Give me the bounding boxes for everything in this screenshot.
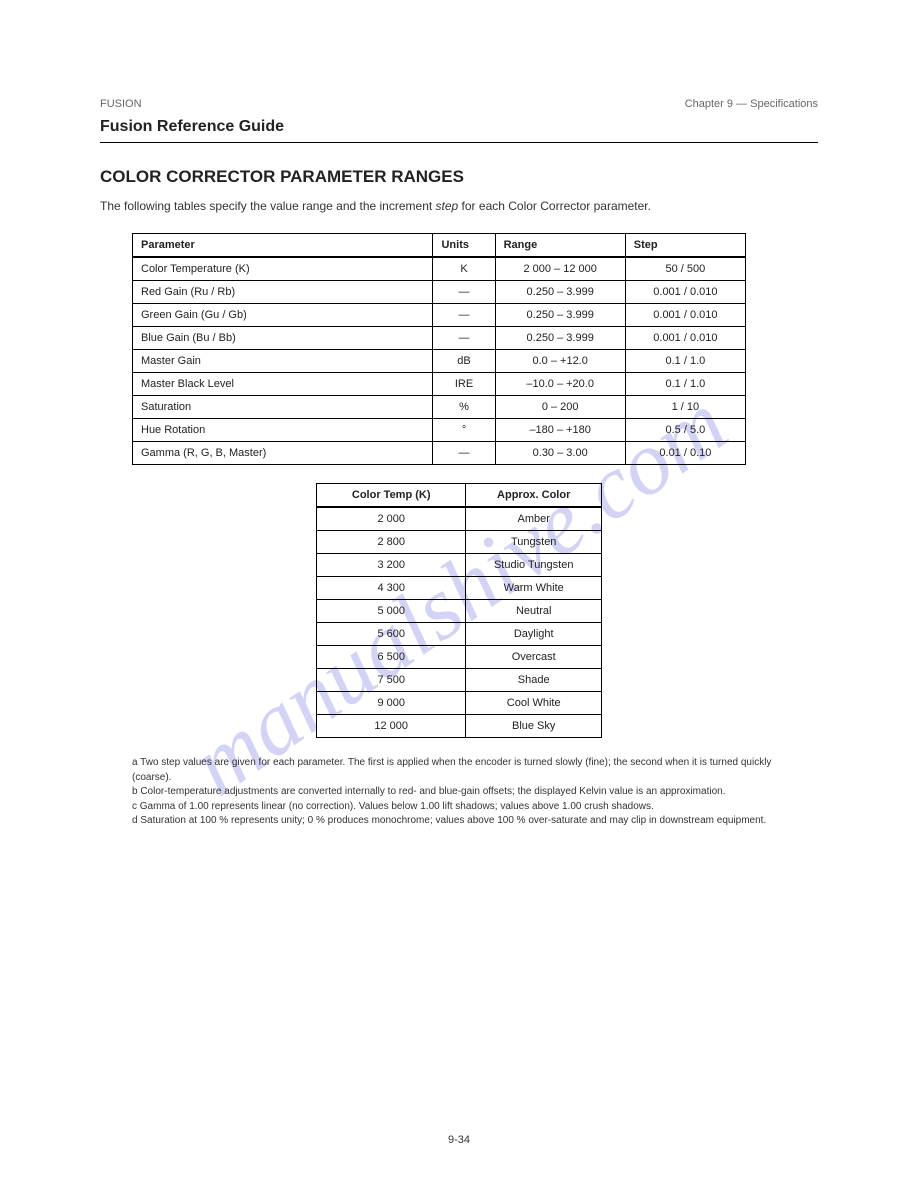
cell: Blue Sky xyxy=(466,715,602,738)
doc-title: Fusion Reference Guide xyxy=(100,118,818,136)
cell: 0.0 – +12.0 xyxy=(495,350,625,373)
table-row: 3 200Studio Tungsten xyxy=(317,554,602,577)
cell: 0.01 / 0.10 xyxy=(625,442,745,465)
table-row: 9 000Cool White xyxy=(317,692,602,715)
intro-text: The following tables specify the value r… xyxy=(100,197,818,215)
table-row: Gamma (R, G, B, Master)—0.30 – 3.000.01 … xyxy=(133,442,746,465)
cell: 0 – 200 xyxy=(495,396,625,419)
cell: dB xyxy=(433,350,495,373)
cell: Daylight xyxy=(466,623,602,646)
table-row: Master GaindB0.0 – +12.00.1 / 1.0 xyxy=(133,350,746,373)
cell: 2 000 – 12 000 xyxy=(495,257,625,281)
table-header: Units xyxy=(433,234,495,258)
cell: 0.001 / 0.010 xyxy=(625,327,745,350)
table-row: 2 000Amber xyxy=(317,507,602,531)
cell: Blue Gain (Bu / Bb) xyxy=(133,327,433,350)
cell: Overcast xyxy=(466,646,602,669)
cell: Neutral xyxy=(466,600,602,623)
cell: 50 / 500 xyxy=(625,257,745,281)
cell: Master Black Level xyxy=(133,373,433,396)
table-row: 6 500Overcast xyxy=(317,646,602,669)
cell: — xyxy=(433,304,495,327)
cell: Cool White xyxy=(466,692,602,715)
cell: 7 500 xyxy=(317,669,466,692)
intro-part: The following tables specify the value r… xyxy=(100,199,436,213)
table-row: 4 300Warm White xyxy=(317,577,602,600)
table-row: Hue Rotation°–180 – +1800.5 / 5.0 xyxy=(133,419,746,442)
cell: — xyxy=(433,442,495,465)
cell: 0.1 / 1.0 xyxy=(625,373,745,396)
table-row: Master Black LevelIRE–10.0 – +20.00.1 / … xyxy=(133,373,746,396)
table-row: 5 000Neutral xyxy=(317,600,602,623)
cell: % xyxy=(433,396,495,419)
cell: 0.250 – 3.999 xyxy=(495,304,625,327)
cell: 0.250 – 3.999 xyxy=(495,281,625,304)
cell: 4 300 xyxy=(317,577,466,600)
table-row: Saturation%0 – 2001 / 10 xyxy=(133,396,746,419)
cell: — xyxy=(433,281,495,304)
intro-part: for each Color Corrector parameter. xyxy=(458,199,651,213)
cell: 0.30 – 3.00 xyxy=(495,442,625,465)
table-row: 7 500Shade xyxy=(317,669,602,692)
cell: 0.001 / 0.010 xyxy=(625,304,745,327)
table-row: 2 800Tungsten xyxy=(317,531,602,554)
cell: Hue Rotation xyxy=(133,419,433,442)
footnote: a Two step values are given for each par… xyxy=(132,756,798,785)
table-row: Red Gain (Ru / Rb)—0.250 – 3.9990.001 / … xyxy=(133,281,746,304)
table-row: Blue Gain (Bu / Bb)—0.250 – 3.9990.001 /… xyxy=(133,327,746,350)
cell: 9 000 xyxy=(317,692,466,715)
cell: 12 000 xyxy=(317,715,466,738)
cell: –180 – +180 xyxy=(495,419,625,442)
header-left: FUSION xyxy=(100,98,142,110)
cell: 0.5 / 5.0 xyxy=(625,419,745,442)
table-header: Range xyxy=(495,234,625,258)
table-row: Green Gain (Gu / Gb)—0.250 – 3.9990.001 … xyxy=(133,304,746,327)
cell: 1 / 10 xyxy=(625,396,745,419)
cell: Red Gain (Ru / Rb) xyxy=(133,281,433,304)
table-row: Color Temperature (K)K2 000 – 12 00050 /… xyxy=(133,257,746,281)
cell: 0.001 / 0.010 xyxy=(625,281,745,304)
cell: 0.1 / 1.0 xyxy=(625,350,745,373)
header-right: Chapter 9 — Specifications xyxy=(685,98,818,110)
cell: — xyxy=(433,327,495,350)
cell: 0.250 – 3.999 xyxy=(495,327,625,350)
footnote: d Saturation at 100 % represents unity; … xyxy=(132,814,798,829)
table-header: Color Temp (K) xyxy=(317,484,466,508)
cell: 5 000 xyxy=(317,600,466,623)
page-header: FUSION Chapter 9 — Specifications Fusion… xyxy=(100,98,818,143)
footnote: b Color-temperature adjustments are conv… xyxy=(132,785,798,800)
cell: Master Gain xyxy=(133,350,433,373)
cell: IRE xyxy=(433,373,495,396)
cell: Saturation xyxy=(133,396,433,419)
cell: Green Gain (Gu / Gb) xyxy=(133,304,433,327)
cell: Amber xyxy=(466,507,602,531)
color-temp-table: Color Temp (K) Approx. Color 2 000Amber … xyxy=(316,483,602,738)
cell: 2 000 xyxy=(317,507,466,531)
cell: Gamma (R, G, B, Master) xyxy=(133,442,433,465)
footnote: c Gamma of 1.00 represents linear (no co… xyxy=(132,800,798,815)
cell: 6 500 xyxy=(317,646,466,669)
cell: –10.0 – +20.0 xyxy=(495,373,625,396)
cell: Studio Tungsten xyxy=(466,554,602,577)
table-header: Step xyxy=(625,234,745,258)
cell: K xyxy=(433,257,495,281)
cell: Warm White xyxy=(466,577,602,600)
page-number: 9-34 xyxy=(0,1134,918,1146)
cell: Tungsten xyxy=(466,531,602,554)
footnotes: a Two step values are given for each par… xyxy=(132,756,798,829)
cell: 3 200 xyxy=(317,554,466,577)
cell: Shade xyxy=(466,669,602,692)
cell: 2 800 xyxy=(317,531,466,554)
table-row: 12 000Blue Sky xyxy=(317,715,602,738)
parameter-table: Parameter Units Range Step Color Tempera… xyxy=(132,233,746,465)
section-heading: COLOR CORRECTOR PARAMETER RANGES xyxy=(100,167,818,187)
intro-em: step xyxy=(436,199,459,213)
cell: ° xyxy=(433,419,495,442)
cell: 5 600 xyxy=(317,623,466,646)
page-content: FUSION Chapter 9 — Specifications Fusion… xyxy=(0,0,918,869)
table-header: Parameter xyxy=(133,234,433,258)
table-header: Approx. Color xyxy=(466,484,602,508)
cell: Color Temperature (K) xyxy=(133,257,433,281)
table-row: 5 600Daylight xyxy=(317,623,602,646)
